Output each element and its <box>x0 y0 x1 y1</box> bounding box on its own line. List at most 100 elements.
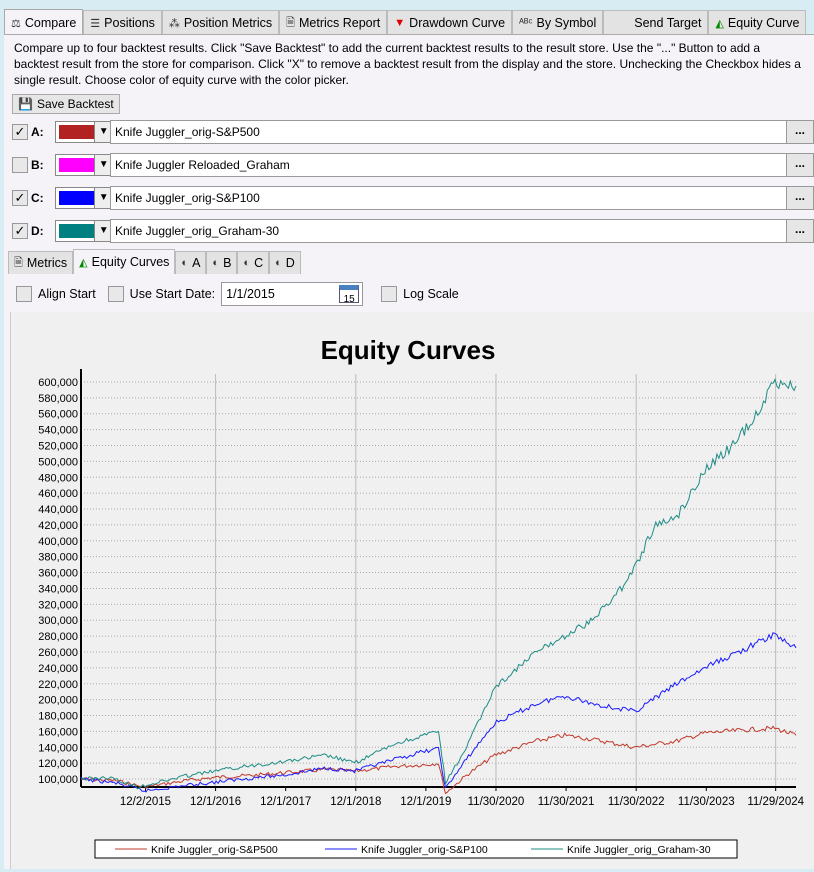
subtab-c[interactable]: ◐ C <box>237 251 270 274</box>
y-tick-label: 120,000 <box>38 758 78 770</box>
align-start-checkbox[interactable] <box>16 286 32 302</box>
start-date-input[interactable]: 1/1/2015 15 <box>221 282 364 306</box>
sub-tabs: 🗎 Metrics ◭ Equity Curves ◐ A ◐ B ◐ C ◐ D <box>8 249 301 274</box>
save-backtest-button[interactable]: 💾 Save Backtest <box>12 94 120 114</box>
result-name-field[interactable]: Knife Juggler_orig-S&P500 <box>110 120 792 144</box>
y-tick-label: 360,000 <box>38 568 78 580</box>
legend-entry: Knife Juggler_orig-S&P100 <box>361 844 488 856</box>
use-start-date-checkbox[interactable] <box>107 286 124 302</box>
area-chart-icon: ◭ <box>79 256 88 269</box>
y-tick-label: 100,000 <box>38 774 78 786</box>
chevron-down-icon[interactable]: ▼ <box>94 155 112 175</box>
browse-result-button[interactable]: ... <box>786 153 814 177</box>
series-line-2 <box>80 378 797 790</box>
y-tick-label: 160,000 <box>38 726 78 738</box>
series-line-0 <box>80 725 797 795</box>
y-tick-label: 500,000 <box>38 456 78 468</box>
subtab-equity-curves[interactable]: ◭ Equity Curves <box>73 249 176 274</box>
main-tabs: ⚖ Compare ☰ Positions ⁂ Position Metrics 🗎 Metr… <box>4 9 807 36</box>
result-visible-checkbox[interactable]: ✓ <box>12 190 28 206</box>
y-tick-label: 220,000 <box>38 679 78 691</box>
compare-icon: ⚖ <box>11 17 21 30</box>
result-name-field[interactable]: Knife Juggler_orig-S&P100 <box>110 186 792 210</box>
y-tick-label: 580,000 <box>38 393 78 405</box>
chevron-down-icon[interactable]: ▼ <box>94 221 112 241</box>
color-picker[interactable]: ▼ <box>55 121 113 143</box>
y-tick-label: 140,000 <box>38 742 78 754</box>
legend-entry: Knife Juggler_orig_Graham-30 <box>567 844 711 856</box>
result-visible-checkbox[interactable] <box>12 157 28 173</box>
tab-drawdown-curve[interactable]: ▼ Drawdown Curve <box>387 10 513 35</box>
subtab-b[interactable]: ◐ B <box>206 251 238 274</box>
browse-result-button[interactable]: ... <box>786 120 814 144</box>
result-row: ✓ D: ▼ <box>12 219 113 243</box>
x-tick-label: 12/1/2019 <box>400 796 451 808</box>
abc-icon: ᴬᴮᶜ <box>519 17 533 29</box>
y-tick-label: 320,000 <box>38 599 78 611</box>
description-text: Compare up to four backtest results. Cli… <box>14 41 801 87</box>
y-tick-label: 560,000 <box>38 409 78 421</box>
y-tick-label: 600,000 <box>38 377 78 389</box>
x-tick-label: 12/1/2017 <box>260 796 311 808</box>
x-tick-label: 11/29/2024 <box>747 796 804 808</box>
equity-chart-svg: Equity Curves 100,000 120,000 140,000 160,00… <box>38 335 805 859</box>
result-name-field[interactable]: Knife Juggler Reloaded_Graham <box>110 153 792 177</box>
color-swatch <box>59 125 95 139</box>
equity-chart: Equity Curves 100,000 120,000 140,000 160,00… <box>10 312 814 869</box>
y-tick-label: 260,000 <box>38 647 78 659</box>
result-row: ✓ A: ▼ <box>12 120 113 144</box>
color-picker[interactable]: ▼ <box>55 220 113 242</box>
brain-icon: ◐ <box>275 257 282 269</box>
subtab-a[interactable]: ◐ A <box>175 251 207 274</box>
legend-box <box>94 839 738 859</box>
y-tick-label: 180,000 <box>38 711 78 723</box>
x-tick-label: 11/30/2022 <box>608 796 665 808</box>
result-visible-checkbox[interactable]: ✓ <box>12 223 28 239</box>
color-swatch <box>59 191 95 205</box>
list-icon: ☰ <box>90 17 101 30</box>
y-tick-label: 280,000 <box>38 631 78 643</box>
color-picker[interactable]: ▼ <box>55 154 113 176</box>
browse-result-button[interactable]: ... <box>786 219 814 243</box>
chevron-down-icon[interactable]: ▼ <box>94 122 112 142</box>
color-swatch <box>59 224 95 238</box>
calendar-icon[interactable]: 15 <box>339 285 360 305</box>
color-picker[interactable]: ▼ <box>55 187 113 209</box>
x-tick-label: 12/1/2018 <box>330 796 381 808</box>
y-tick-label: 200,000 <box>38 695 78 707</box>
document-icon: 🗎 <box>14 256 23 269</box>
tab-by-symbol[interactable]: ᴬᴮᶜ By Symbol <box>512 10 604 35</box>
result-name-field[interactable]: Knife Juggler_orig_Graham-30 <box>110 219 792 243</box>
y-tick-label: 380,000 <box>38 552 78 564</box>
chart-title: Equity Curves <box>321 335 496 365</box>
tab-equity-curve[interactable]: ◭ Equity Curve <box>708 10 807 35</box>
tab-position-metrics[interactable]: ⁂ Position Metrics <box>161 10 280 35</box>
tab-compare[interactable]: ⚖ Compare <box>4 9 84 36</box>
save-icon: 💾 <box>18 97 33 111</box>
area-chart-icon: ◭ <box>715 17 724 30</box>
tab-metrics-report[interactable]: 🗎 Metrics Report <box>279 10 388 35</box>
brain-icon: ◐ <box>181 257 189 269</box>
result-row: ✓ C: ▼ <box>12 186 113 210</box>
x-tick-label: 11/30/2021 <box>538 796 595 808</box>
result-visible-checkbox[interactable]: ✓ <box>12 124 28 140</box>
x-tick-label: 12/1/2016 <box>190 796 241 808</box>
y-tick-label: 300,000 <box>38 615 78 627</box>
subtab-d[interactable]: ◐ D <box>269 251 301 274</box>
log-scale-checkbox[interactable] <box>381 286 398 302</box>
x-tick-label: 11/30/2020 <box>468 796 525 808</box>
chart-options: Align Start Use Start Date: 1/1/2015 15 L… <box>16 282 459 306</box>
y-tick-label: 400,000 <box>38 536 78 548</box>
chevron-down-icon[interactable]: ▼ <box>94 188 112 208</box>
x-tick-label: 11/30/2023 <box>678 796 735 808</box>
result-row: B: ▼ <box>12 153 113 177</box>
y-tick-label: 540,000 <box>38 425 78 437</box>
y-tick-label: 460,000 <box>38 488 78 500</box>
y-tick-label: 340,000 <box>38 583 78 595</box>
y-tick-label: 240,000 <box>38 663 78 675</box>
x-tick-label: 12/2/2015 <box>120 796 171 808</box>
subtab-metrics[interactable]: 🗎 Metrics <box>8 251 74 274</box>
tab-send-target[interactable]: Send Target <box>603 10 709 35</box>
tab-positions[interactable]: ☰ Positions <box>83 10 162 35</box>
browse-result-button[interactable]: ... <box>786 186 814 210</box>
